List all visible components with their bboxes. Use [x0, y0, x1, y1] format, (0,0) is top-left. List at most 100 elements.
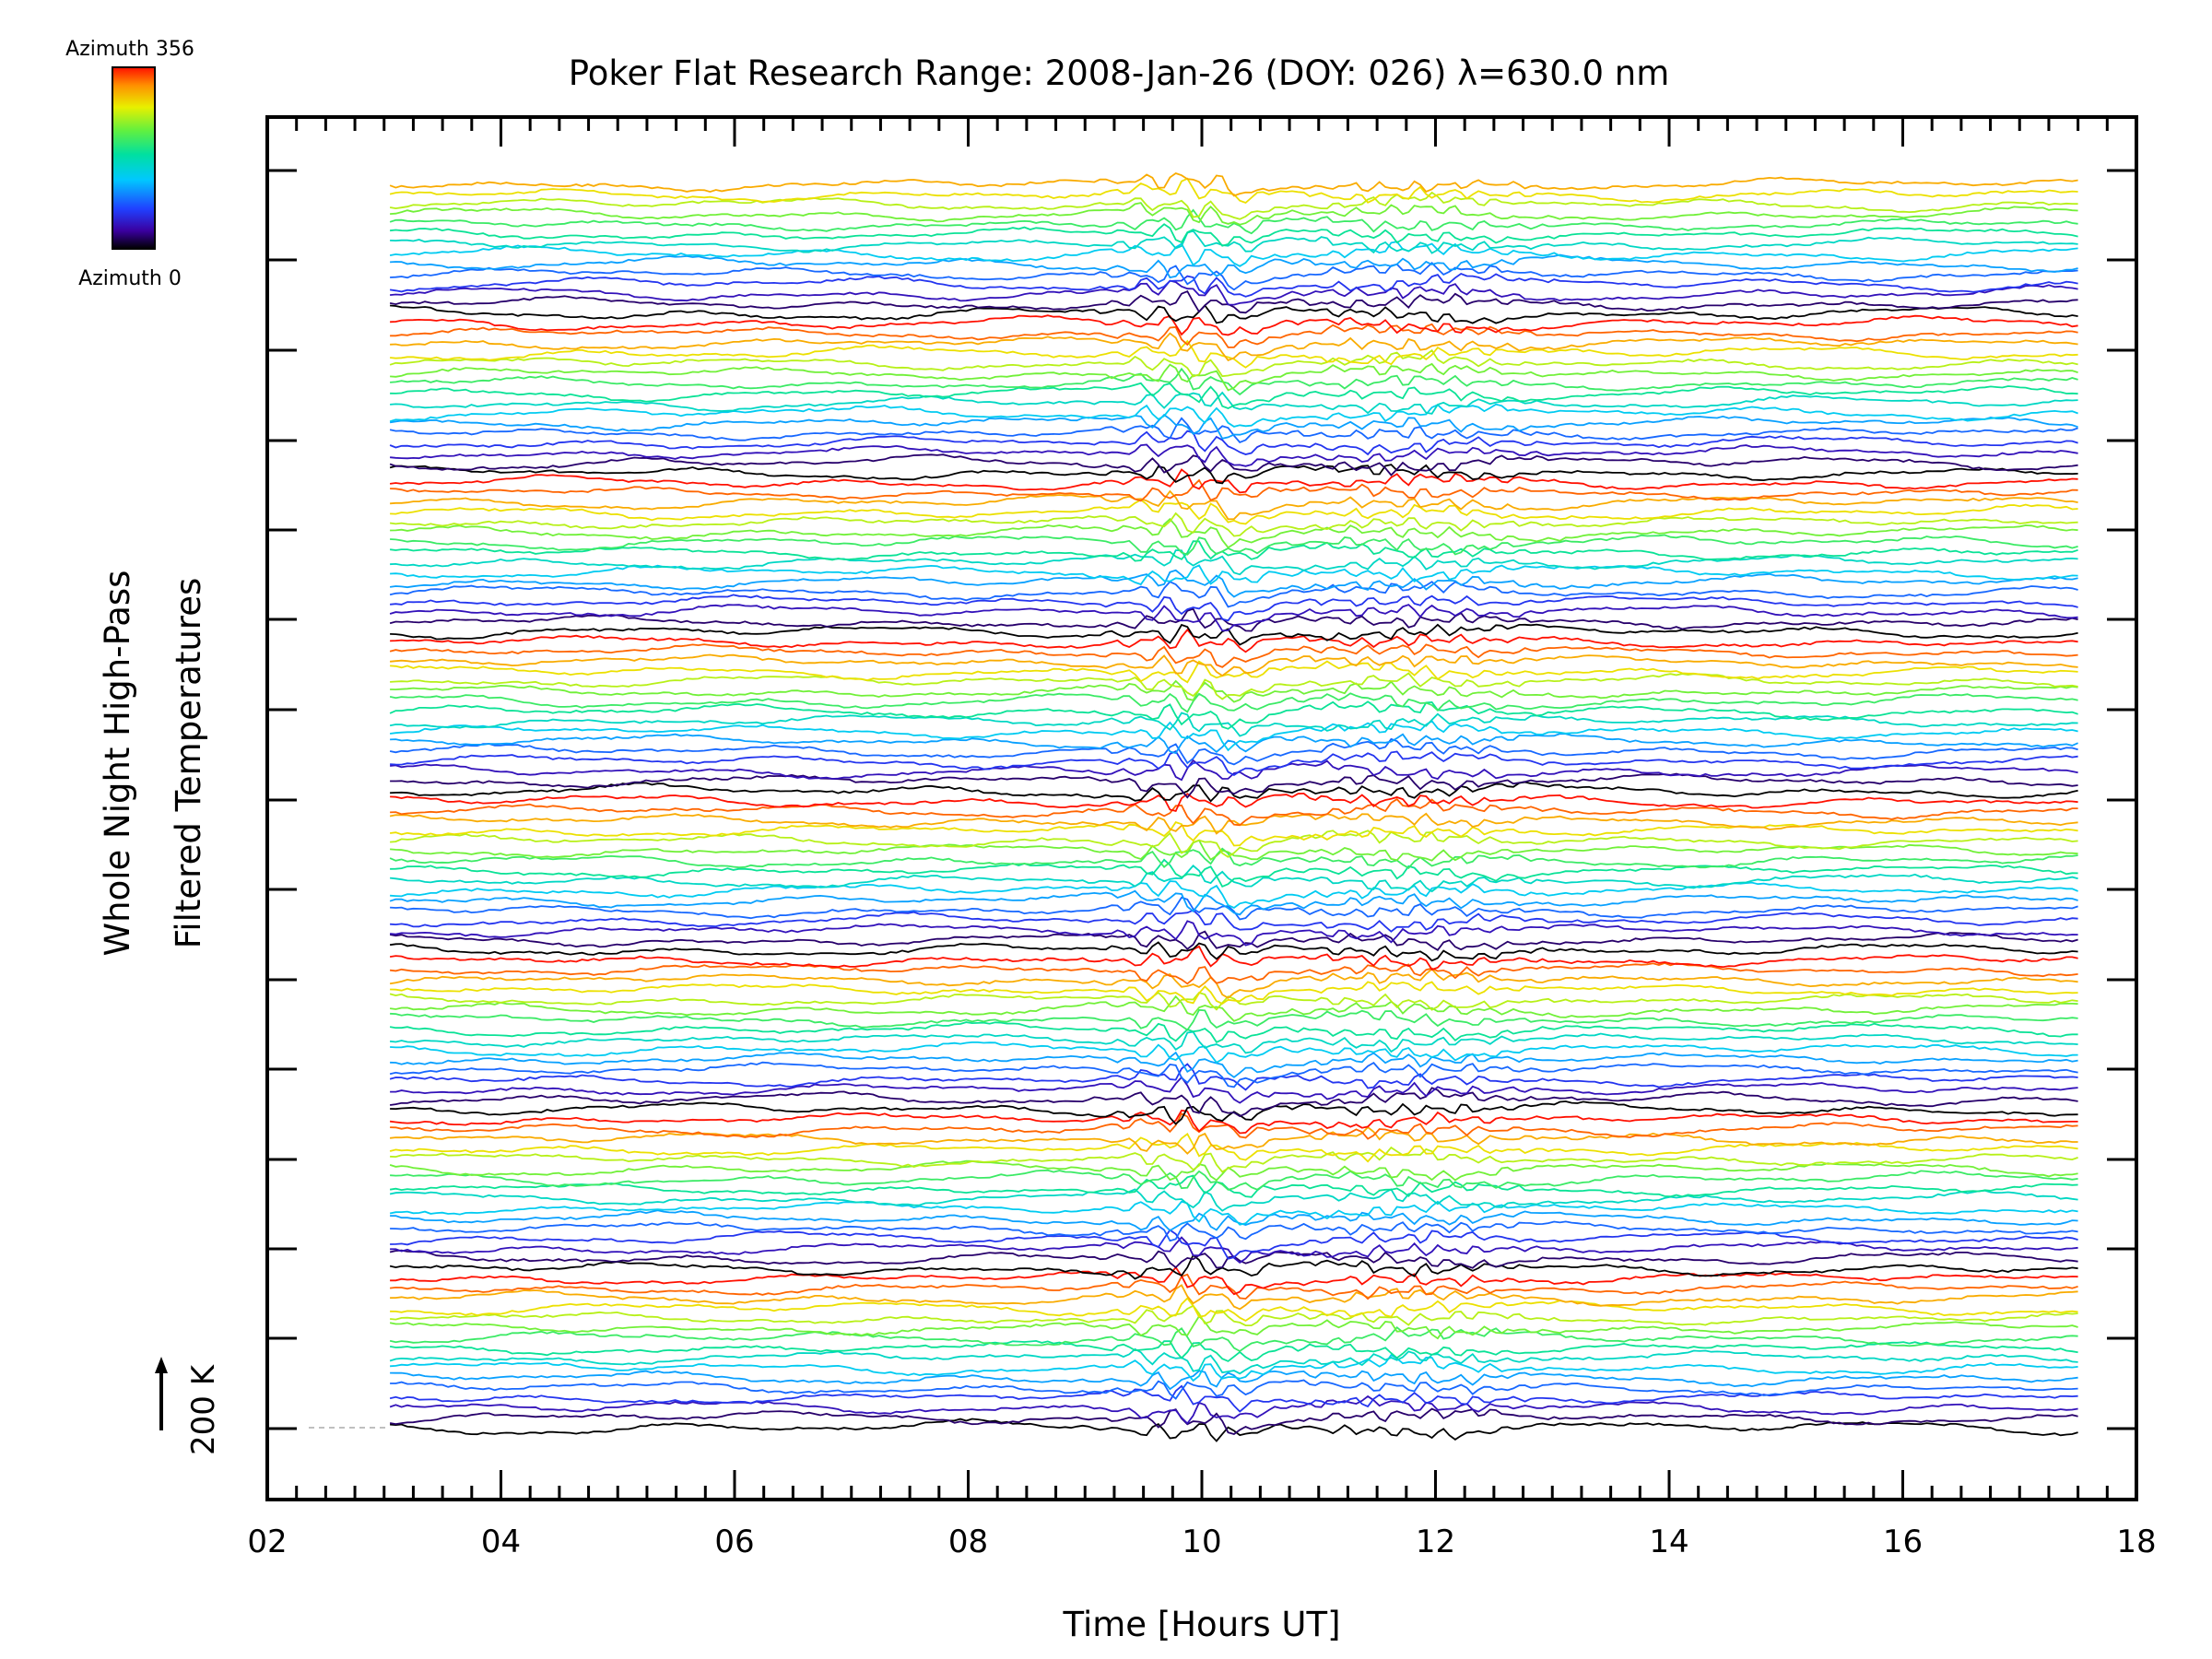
- series-line: [390, 534, 2078, 556]
- series-line: [390, 304, 2078, 324]
- series-line: [390, 489, 2078, 521]
- series-line: [390, 314, 2078, 336]
- x-tick-label: 02: [247, 1524, 287, 1560]
- series-line: [389, 643, 2078, 668]
- series-line: [389, 1347, 2078, 1375]
- series-line: [390, 1041, 2078, 1064]
- colorbar-bottom-label: Azimuth 0: [78, 267, 182, 290]
- series-line: [389, 289, 2078, 314]
- series-line: [389, 413, 2078, 440]
- colorbar-top-label: Azimuth 356: [65, 38, 194, 61]
- series-line: [389, 720, 2078, 752]
- series-line: [389, 1200, 2078, 1226]
- series-line: [390, 564, 2078, 586]
- series-line: [390, 865, 2078, 893]
- series-line: [389, 417, 2078, 443]
- series-line: [390, 367, 2078, 396]
- series-line: [390, 1220, 2078, 1242]
- series-line: [389, 692, 2078, 713]
- series-line: [390, 653, 2078, 677]
- x-tick-label: 14: [1649, 1524, 1688, 1560]
- series-line: [390, 323, 2078, 348]
- series-line: [390, 517, 2078, 549]
- y-axis-label: Whole Night High-Pass Filtered Temperatu…: [98, 571, 208, 957]
- series-line: [390, 1418, 2078, 1442]
- series-line: [389, 994, 2078, 1022]
- series-line: [389, 1314, 2078, 1340]
- scale-bar: 200 K: [155, 1357, 222, 1455]
- series-line: [389, 429, 2078, 456]
- series-line: [390, 1169, 2078, 1191]
- series-line: [390, 1265, 2078, 1296]
- series-line: [389, 968, 2078, 999]
- series-line: [390, 1051, 2078, 1078]
- series-line: [390, 628, 2078, 653]
- series-line: [390, 1354, 2078, 1382]
- series-line: [390, 391, 2078, 415]
- series-line: [390, 382, 2078, 409]
- x-tick-label: 12: [1416, 1524, 1455, 1560]
- series-line: [389, 569, 2078, 598]
- series-line: [390, 262, 2078, 291]
- series-line: [390, 499, 2078, 525]
- series-line: [390, 1076, 2078, 1104]
- series-line: [389, 604, 2078, 632]
- series-line: [389, 1339, 2078, 1362]
- series-line: [389, 737, 2078, 766]
- series-line: [390, 279, 2078, 306]
- ticks: [265, 117, 2138, 1500]
- series-line: [389, 1188, 2078, 1212]
- series-line: [389, 712, 2078, 737]
- series-line: [389, 1325, 2078, 1353]
- series-line: [389, 930, 2078, 951]
- series-line: [389, 1249, 2078, 1269]
- x-tick-label: 10: [1182, 1524, 1221, 1560]
- chart-title: Poker Flat Research Range: 2008-Jan-26 (…: [569, 53, 1670, 93]
- x-tick-label: 08: [948, 1524, 988, 1560]
- series-line: [389, 847, 2078, 869]
- series-line: [390, 672, 2078, 700]
- series-line: [389, 1384, 2078, 1413]
- x-tick-label: 18: [2116, 1524, 2156, 1560]
- series-line: [390, 830, 2078, 858]
- series-line: [390, 1229, 2078, 1260]
- series-line: [390, 733, 2078, 755]
- series-line: [390, 443, 2078, 467]
- series-line: [390, 1379, 2078, 1400]
- series-line: [389, 177, 2078, 205]
- series-line: [389, 812, 2078, 835]
- series-line: [390, 202, 2078, 226]
- series-line: [389, 941, 2078, 962]
- traces: [309, 171, 2078, 1442]
- series-line: [389, 1159, 2078, 1182]
- series-line: [390, 1008, 2078, 1031]
- series-line: [389, 1394, 2078, 1425]
- series-line: [390, 594, 2078, 622]
- series-line: [389, 1253, 2078, 1280]
- series-line: [389, 1174, 2078, 1198]
- series-line: [390, 253, 2078, 279]
- series-line: [389, 1109, 2078, 1135]
- series-line: [389, 889, 2078, 916]
- series-line: [389, 945, 2078, 971]
- series-line: [390, 339, 2078, 369]
- series-line: [390, 332, 2078, 361]
- series-line: [390, 660, 2078, 684]
- colorbar: [112, 66, 156, 250]
- series-line: [390, 772, 2078, 799]
- series-line: [390, 1112, 2078, 1140]
- series-line: [389, 191, 2078, 220]
- series-line: [389, 468, 2078, 494]
- series-line: [389, 991, 2078, 1011]
- series-line: [390, 981, 2078, 1006]
- series-line: [390, 1209, 2078, 1232]
- scale-bar-label: 200 K: [185, 1363, 222, 1455]
- x-tick-label: 16: [1883, 1524, 1923, 1560]
- series-line: [389, 700, 2078, 730]
- x-tick-label: 04: [481, 1524, 521, 1560]
- series-line: [389, 272, 2078, 298]
- x-tick-label: 06: [714, 1524, 754, 1560]
- series-line: [390, 1370, 2078, 1391]
- series-line: [390, 1297, 2078, 1323]
- series-line: [389, 208, 2078, 235]
